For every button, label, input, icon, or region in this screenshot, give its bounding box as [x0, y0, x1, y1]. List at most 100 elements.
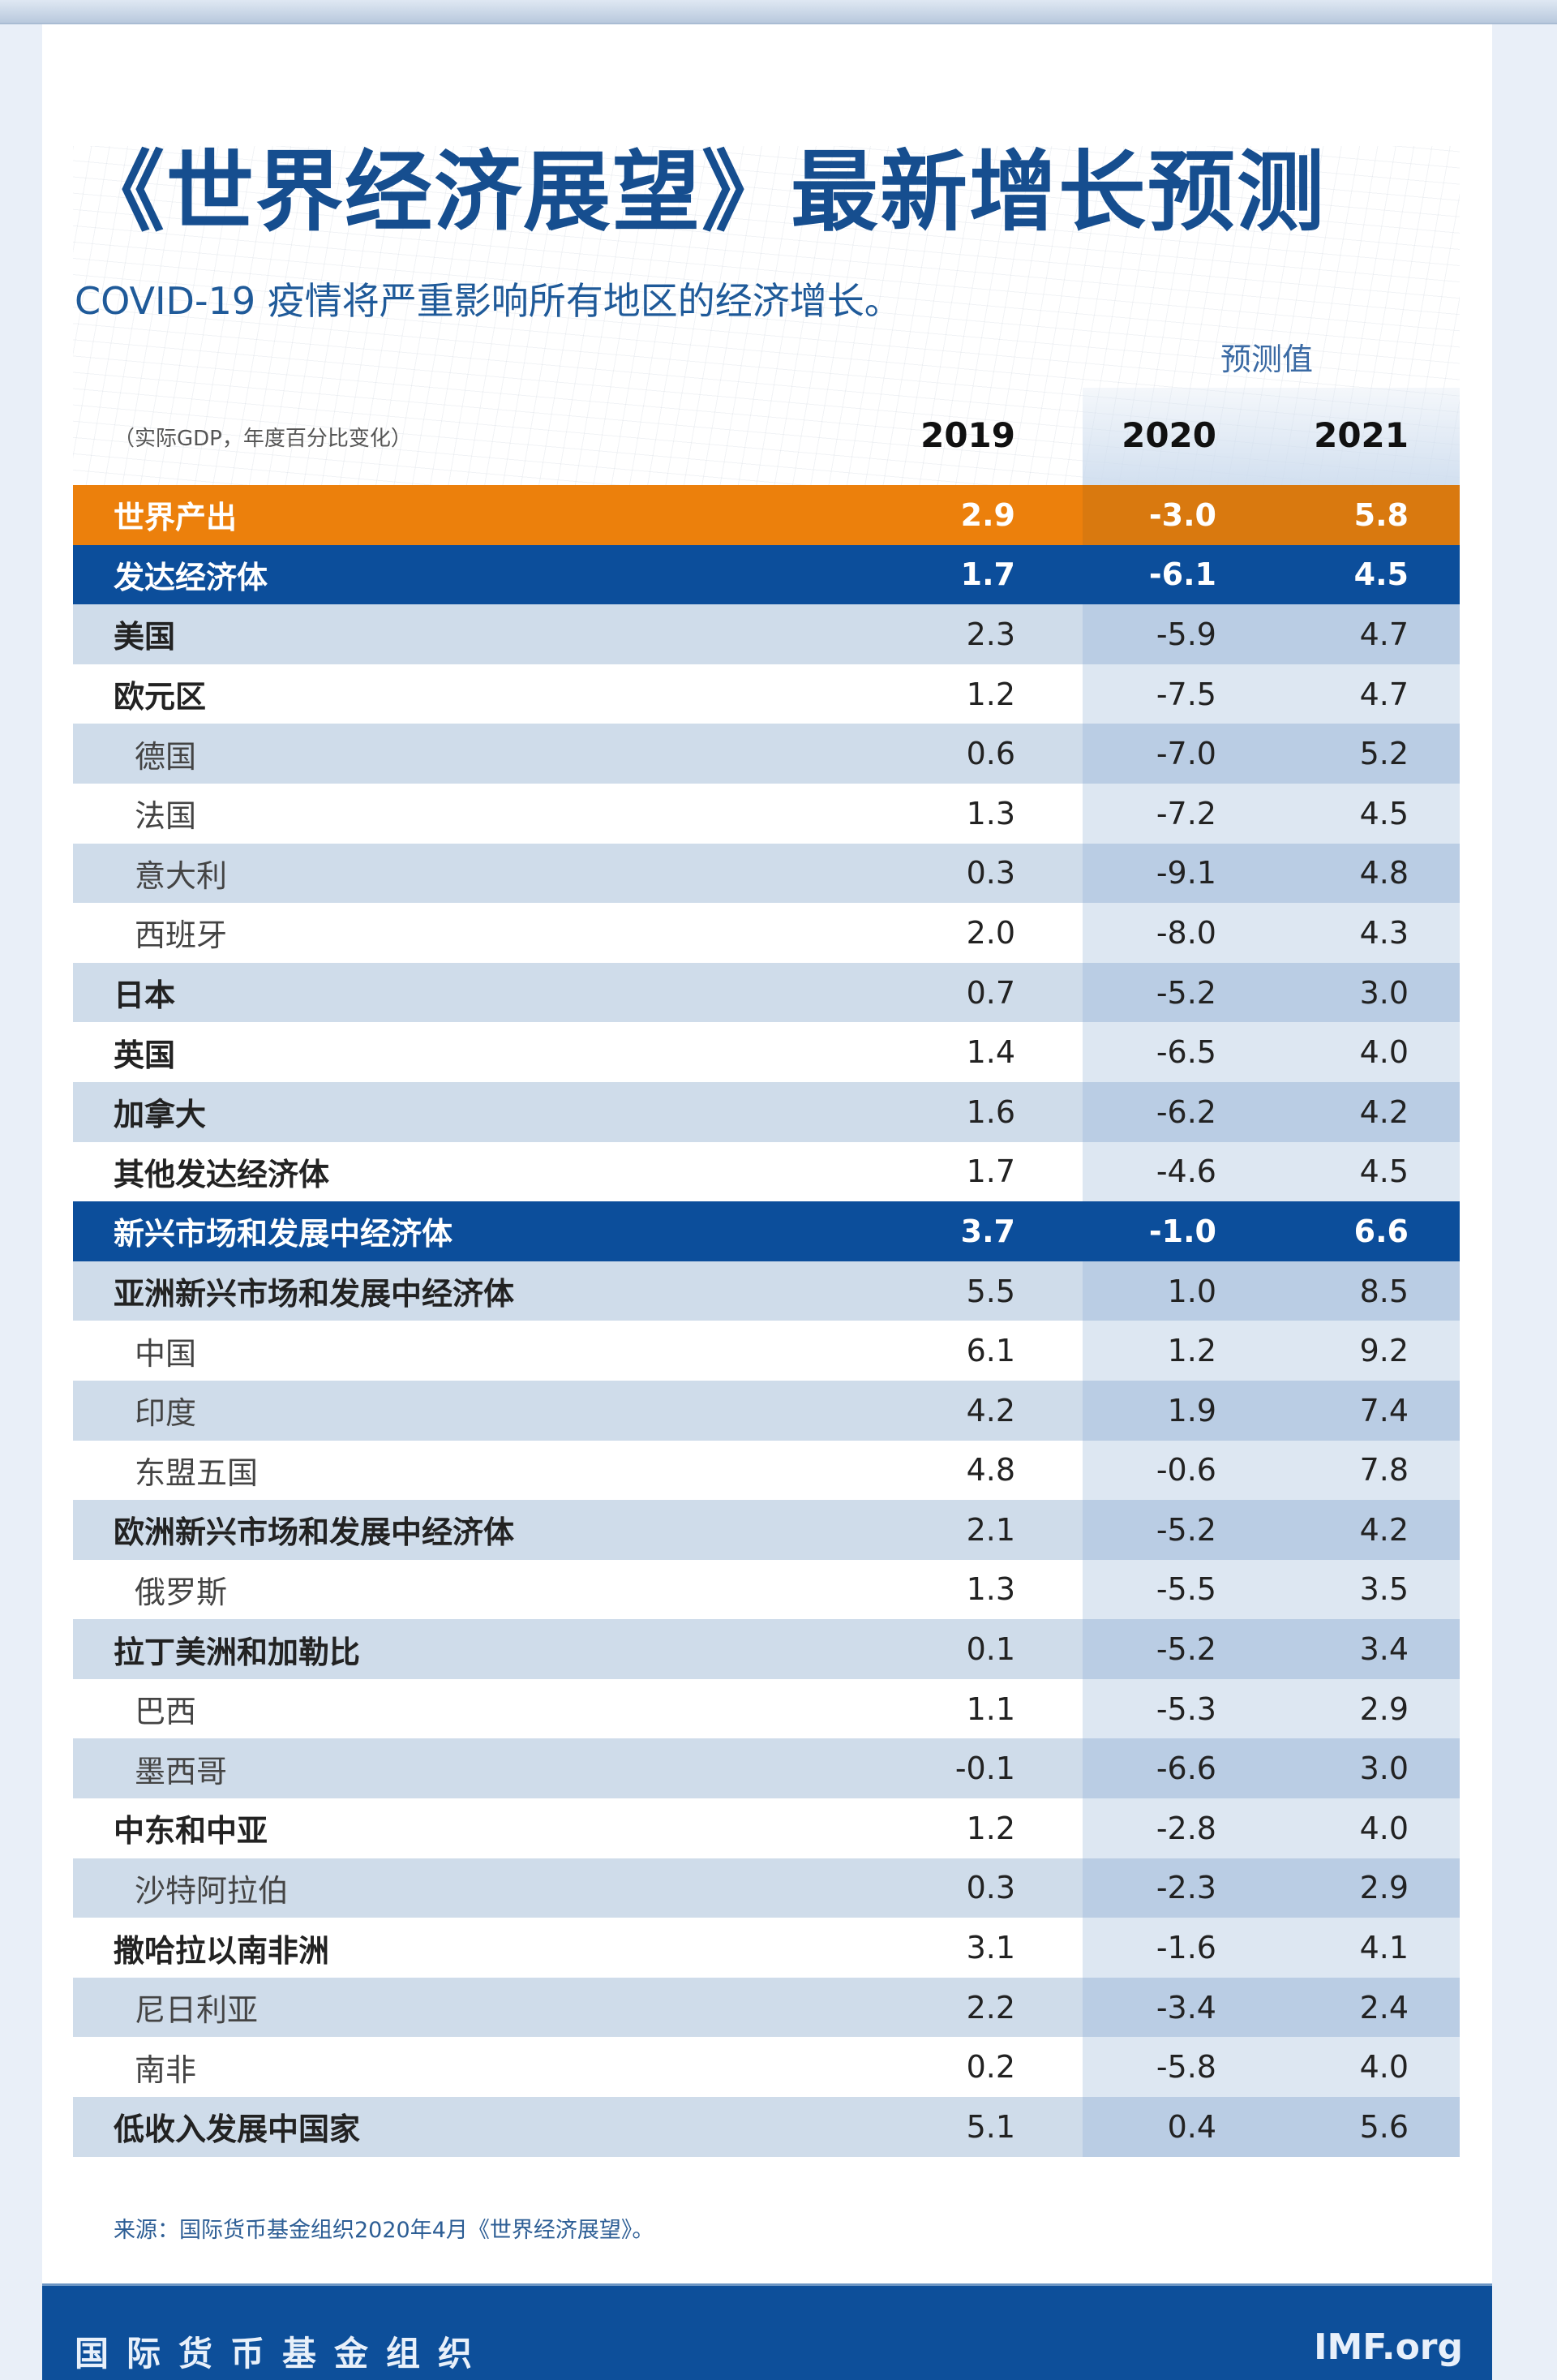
imf-link[interactable]: IMF.org [1314, 2326, 1463, 2368]
forecast-cell-bg [1083, 1738, 1460, 1799]
row-label: 沙特阿拉伯 [135, 1872, 290, 1909]
value-2019: 1.4 [966, 1034, 1015, 1071]
row-label: 中东和中亚 [114, 1813, 268, 1849]
value-2021: 3.4 [1359, 1631, 1409, 1668]
value-2021: 4.3 [1359, 914, 1409, 951]
value-2020: 1.9 [1167, 1392, 1216, 1428]
value-2021: 2.4 [1359, 1989, 1409, 2026]
value-2019: 1.3 [966, 1571, 1015, 1608]
table-row: 拉丁美洲和加勒比 0.1 -5.2 3.4 [73, 1619, 1460, 1679]
value-2021: 4.5 [1359, 1153, 1409, 1190]
value-2021: 9.2 [1359, 1333, 1409, 1369]
value-2019: 5.1 [966, 2108, 1015, 2145]
value-2020: -5.8 [1156, 2049, 1216, 2086]
value-2019: -0.1 [954, 1751, 1015, 1787]
forecast-cell-bg [1083, 962, 1460, 1023]
forecast-cell-bg [1083, 903, 1460, 963]
forecast-cell-bg [1083, 1261, 1460, 1321]
forecast-cell-bg [1083, 1858, 1460, 1918]
page-title: 《世界经济展望》最新增长预测 [77, 142, 1327, 243]
forecast-cell-bg [1083, 2037, 1460, 2098]
forecast-cell-bg [1083, 1798, 1460, 1858]
forecast-cell-bg [1083, 1321, 1460, 1381]
value-2021: 4.0 [1359, 1810, 1409, 1846]
value-2020: -6.6 [1156, 1751, 1216, 1787]
value-2021: 2.9 [1359, 1690, 1409, 1727]
forecast-cell-bg [1083, 783, 1460, 844]
row-label: 南非 [135, 2051, 197, 2088]
value-2021: 4.5 [1359, 795, 1409, 831]
table-row: 世界产出 2.9 -3.0 5.8 [73, 485, 1460, 545]
value-2020: -7.2 [1156, 795, 1216, 831]
value-2021: 3.5 [1359, 1571, 1409, 1608]
value-2019: 0.2 [966, 2049, 1015, 2086]
row-label: 德国 [135, 738, 197, 775]
value-2020: -4.6 [1156, 1153, 1216, 1190]
forecast-cell-bg [1083, 544, 1460, 605]
forecast-cell-bg [1083, 1022, 1460, 1082]
unit-note: （实际GDP，年度百分比变化） [114, 427, 412, 451]
value-2020: -0.6 [1156, 1452, 1216, 1489]
column-header-2021: 2021 [1314, 415, 1409, 455]
value-2021: 7.4 [1359, 1392, 1409, 1428]
row-label: 巴西 [135, 1694, 197, 1730]
value-2021: 4.0 [1359, 2049, 1409, 2086]
forecast-cell-bg [1083, 604, 1460, 664]
value-2020: -1.0 [1148, 1213, 1216, 1249]
column-header-2019: 2019 [920, 415, 1015, 455]
value-2021: 5.6 [1359, 2108, 1409, 2145]
table-row: 东盟五国 4.8 -0.6 7.8 [73, 1440, 1460, 1501]
value-2019: 2.9 [960, 496, 1015, 533]
value-2021: 3.0 [1359, 974, 1409, 1011]
row-label: 世界产出 [114, 500, 238, 536]
table-row: 意大利 0.3 -9.1 4.8 [73, 843, 1460, 904]
value-2021: 4.7 [1359, 676, 1409, 712]
table-row: 西班牙 2.0 -8.0 4.3 [73, 903, 1460, 963]
value-2019: 3.1 [966, 1930, 1015, 1966]
value-2021: 4.5 [1353, 556, 1409, 593]
table-row: 德国 0.6 -7.0 5.2 [73, 724, 1460, 784]
row-label: 俄罗斯 [135, 1574, 228, 1610]
table-row: 撒哈拉以南非洲 3.1 -1.6 4.1 [73, 1918, 1460, 1978]
value-2020: -9.1 [1156, 855, 1216, 891]
value-2019: 1.7 [960, 556, 1015, 593]
value-2020: 1.2 [1167, 1333, 1216, 1369]
value-2020: 0.4 [1167, 2108, 1216, 2145]
row-label: 墨西哥 [135, 1753, 228, 1789]
forecast-cell-bg [1083, 2097, 1460, 2157]
value-2020: 1.0 [1167, 1273, 1216, 1309]
row-label: 英国 [114, 1037, 176, 1073]
value-2019: 4.2 [966, 1392, 1015, 1428]
value-2019: 0.3 [966, 855, 1015, 891]
value-2019: 1.1 [966, 1690, 1015, 1727]
table-row: 中国 6.1 1.2 9.2 [73, 1321, 1460, 1381]
value-2019: 1.7 [966, 1153, 1015, 1190]
row-label: 撒哈拉以南非洲 [114, 1932, 330, 1969]
source-note: 来源：国际货币基金组织2020年4月《世界经济展望》。 [114, 2218, 654, 2243]
value-2021: 5.8 [1353, 496, 1409, 533]
row-label: 印度 [135, 1395, 197, 1432]
table-row: 新兴市场和发展中经济体 3.7 -1.0 6.6 [73, 1201, 1460, 1261]
value-2019: 2.1 [966, 1511, 1015, 1548]
table-row: 南非 0.2 -5.8 4.0 [73, 2037, 1460, 2098]
row-label: 东盟五国 [135, 1454, 259, 1491]
row-label: 亚洲新兴市场和发展中经济体 [114, 1276, 515, 1312]
table-row: 法国 1.3 -7.2 4.5 [73, 783, 1460, 844]
forecast-cell-bg [1083, 1081, 1460, 1142]
row-label: 拉丁美洲和加勒比 [114, 1634, 361, 1670]
row-label: 意大利 [135, 857, 228, 894]
row-label: 欧洲新兴市场和发展中经济体 [114, 1514, 515, 1551]
value-2020: -6.1 [1148, 556, 1216, 593]
value-2020: -7.0 [1156, 736, 1216, 772]
row-label: 日本 [114, 977, 176, 1014]
column-header-2020: 2020 [1122, 415, 1216, 455]
value-2020: -5.3 [1156, 1690, 1216, 1727]
value-2021: 8.5 [1359, 1273, 1409, 1309]
value-2021: 4.8 [1359, 855, 1409, 891]
forecast-cell-bg [1083, 724, 1460, 784]
value-2020: -5.2 [1156, 974, 1216, 1011]
value-2020: -6.5 [1156, 1034, 1216, 1071]
table-row: 欧洲新兴市场和发展中经济体 2.1 -5.2 4.2 [73, 1500, 1460, 1560]
value-2019: 2.0 [966, 914, 1015, 951]
value-2019: 1.2 [966, 1810, 1015, 1846]
